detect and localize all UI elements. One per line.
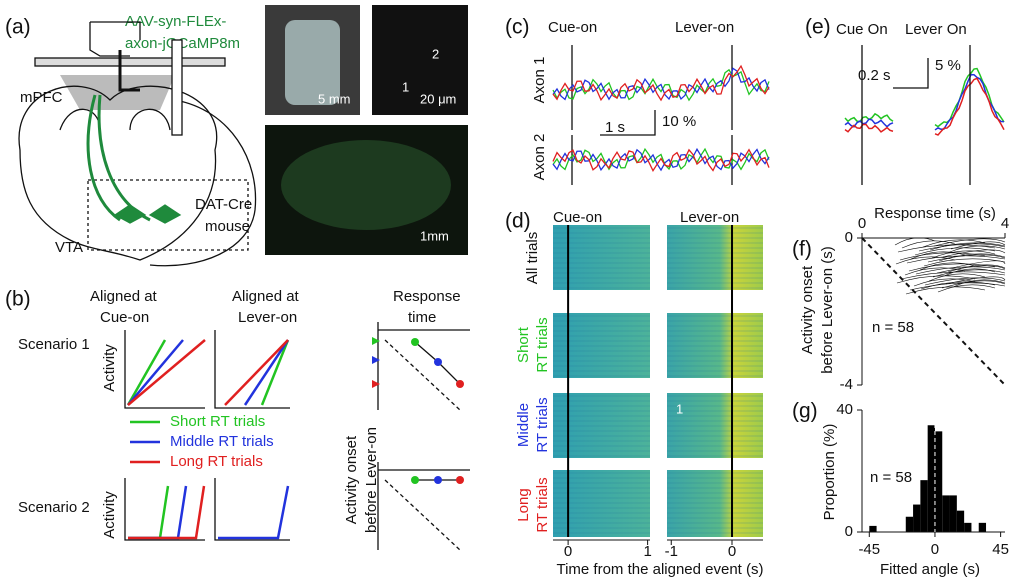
x-tick-label: 0 bbox=[858, 215, 866, 232]
event-label: Cue On bbox=[836, 21, 888, 38]
x-tick-label: 45 bbox=[992, 541, 1009, 558]
y-tick-label: -4 bbox=[840, 376, 853, 393]
panel-label: (a) bbox=[5, 16, 31, 39]
event-label: Cue-on bbox=[553, 209, 602, 226]
legend-entry: Short RT trials bbox=[170, 413, 265, 430]
row-label: Middle bbox=[515, 403, 532, 447]
bar bbox=[913, 505, 920, 532]
axis-label: Activity onset bbox=[343, 435, 360, 524]
bar bbox=[935, 431, 942, 532]
column-title: Aligned at bbox=[232, 288, 300, 305]
row-label: RT trials bbox=[534, 397, 551, 452]
y-tick-label: 40 bbox=[836, 401, 853, 418]
x-tick-label: 1 bbox=[643, 543, 651, 560]
x-axis-label: Time from the aligned event (s) bbox=[556, 561, 763, 578]
y-axis-label: before Lever-on (s) bbox=[819, 246, 836, 374]
y-axis-label: Activity onset bbox=[799, 265, 816, 354]
panel-label: (g) bbox=[792, 400, 818, 423]
annotation: n = 58 bbox=[870, 469, 912, 486]
scale-label: 1 s bbox=[605, 119, 625, 136]
scale-label: 5 mm bbox=[318, 91, 351, 106]
axis-label: Activity bbox=[101, 491, 118, 539]
onset-curve bbox=[938, 285, 995, 292]
bar bbox=[906, 517, 913, 532]
event-label: Lever On bbox=[905, 21, 967, 38]
y-tick-label: 0 bbox=[845, 229, 853, 246]
panel-label: (b) bbox=[5, 288, 31, 311]
axis-label: before Lever-on bbox=[363, 427, 380, 533]
panel-label: (d) bbox=[505, 210, 531, 233]
scale-label: 1mm bbox=[420, 228, 449, 243]
x-tick-label: 0 bbox=[931, 541, 939, 558]
bar bbox=[950, 495, 957, 532]
annotation: n = 58 bbox=[872, 319, 914, 336]
scenario-label: Scenario 2 bbox=[18, 499, 90, 516]
x-tick-label: -45 bbox=[858, 541, 880, 558]
trace bbox=[553, 150, 769, 171]
column-title: Lever-on bbox=[238, 309, 297, 326]
photo-detail bbox=[281, 140, 451, 230]
bar bbox=[928, 425, 935, 532]
column-title: Response bbox=[393, 288, 461, 305]
region-label: VTA bbox=[55, 239, 83, 256]
diagonal bbox=[862, 238, 1005, 385]
region-label: mPFC bbox=[20, 89, 63, 106]
column-title: time bbox=[408, 309, 436, 326]
legend-entry: Long RT trials bbox=[170, 453, 263, 470]
x-tick-label: 4 bbox=[1001, 215, 1009, 232]
axis-label: Activity bbox=[101, 344, 118, 392]
row-label: Axon 1 bbox=[531, 57, 548, 104]
y-tick-label: 0 bbox=[845, 523, 853, 540]
scale-label: 0.2 s bbox=[858, 67, 891, 84]
event-label: Lever-on bbox=[680, 209, 739, 226]
x-tick-label: 0 bbox=[728, 543, 736, 560]
onset-curve bbox=[901, 272, 1005, 279]
trace bbox=[845, 114, 893, 122]
event-label: Lever-on bbox=[675, 19, 734, 36]
row-label: Short bbox=[515, 326, 532, 363]
bar bbox=[964, 523, 971, 532]
onset-curve bbox=[895, 238, 935, 245]
bar bbox=[920, 480, 927, 532]
x-tick-label: 0 bbox=[564, 543, 572, 560]
bar bbox=[869, 526, 876, 532]
scenario-label: Scenario 1 bbox=[18, 336, 90, 353]
axon-id: 2 bbox=[432, 46, 439, 61]
bar bbox=[979, 523, 986, 532]
row-label: Long bbox=[515, 488, 532, 521]
axon-id: 1 bbox=[402, 79, 409, 94]
mouse-label: mouse bbox=[205, 218, 250, 235]
scale-label: 5 % bbox=[935, 57, 961, 74]
y-axis-label: Proportion (%) bbox=[821, 424, 838, 521]
legend-entry: Middle RT trials bbox=[170, 433, 274, 450]
row-label: RT trials bbox=[534, 317, 551, 372]
row-label: Axon 2 bbox=[531, 134, 548, 181]
marker: 1 bbox=[676, 401, 683, 416]
column-title: Aligned at bbox=[90, 288, 158, 305]
row-label: All trials bbox=[524, 232, 541, 285]
column-title: Cue-on bbox=[100, 309, 149, 326]
bar bbox=[957, 511, 964, 532]
x-tick-label: -1 bbox=[665, 543, 678, 560]
mouse-label: DAT-Cre bbox=[195, 196, 252, 213]
x-axis-label: Fitted angle (s) bbox=[880, 561, 980, 578]
event-label: Cue-on bbox=[548, 19, 597, 36]
panel-label: (e) bbox=[805, 16, 831, 39]
panel-label: (f) bbox=[792, 238, 812, 261]
x-axis-label: Response time (s) bbox=[874, 205, 996, 222]
onset-curve bbox=[906, 287, 985, 294]
scale-label: 20 μm bbox=[420, 91, 456, 106]
bar bbox=[942, 495, 949, 532]
row-label: RT trials bbox=[534, 477, 551, 532]
scale-label: 10 % bbox=[662, 113, 696, 130]
trace bbox=[845, 119, 893, 127]
figure: (a) AAV-syn-FLEx- axon-jGCaMP8m mPFC DAT… bbox=[0, 0, 1010, 578]
onset-curve bbox=[902, 241, 955, 248]
panel-label: (c) bbox=[505, 16, 530, 39]
